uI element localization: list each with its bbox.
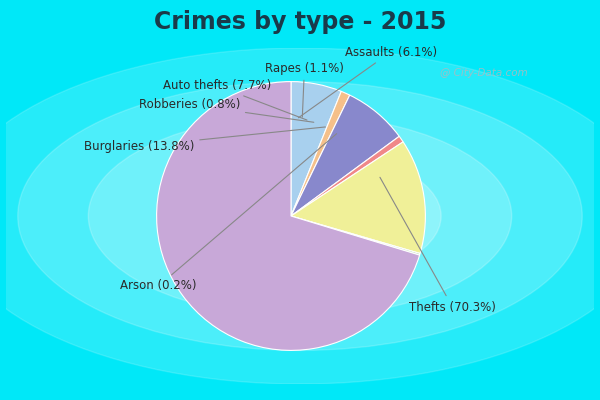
Wedge shape	[291, 142, 425, 254]
Ellipse shape	[0, 48, 600, 384]
Ellipse shape	[159, 149, 441, 283]
Wedge shape	[291, 95, 399, 216]
Ellipse shape	[229, 182, 371, 250]
Text: Assaults (6.1%): Assaults (6.1%)	[298, 46, 437, 118]
Wedge shape	[291, 91, 350, 216]
Ellipse shape	[88, 115, 512, 317]
Ellipse shape	[18, 82, 582, 350]
Wedge shape	[291, 82, 341, 216]
Text: Rapes (1.1%): Rapes (1.1%)	[265, 62, 344, 117]
Text: Burglaries (13.8%): Burglaries (13.8%)	[84, 127, 325, 153]
Text: Robberies (0.8%): Robberies (0.8%)	[139, 98, 314, 122]
Wedge shape	[291, 136, 403, 216]
Text: Crimes by type - 2015: Crimes by type - 2015	[154, 10, 446, 34]
Text: @ City-Data.com: @ City-Data.com	[440, 68, 528, 78]
Text: Thefts (70.3%): Thefts (70.3%)	[380, 177, 496, 314]
Wedge shape	[157, 82, 419, 350]
Text: Arson (0.2%): Arson (0.2%)	[121, 134, 337, 292]
Wedge shape	[291, 216, 420, 255]
Text: Auto thefts (7.7%): Auto thefts (7.7%)	[163, 79, 307, 120]
